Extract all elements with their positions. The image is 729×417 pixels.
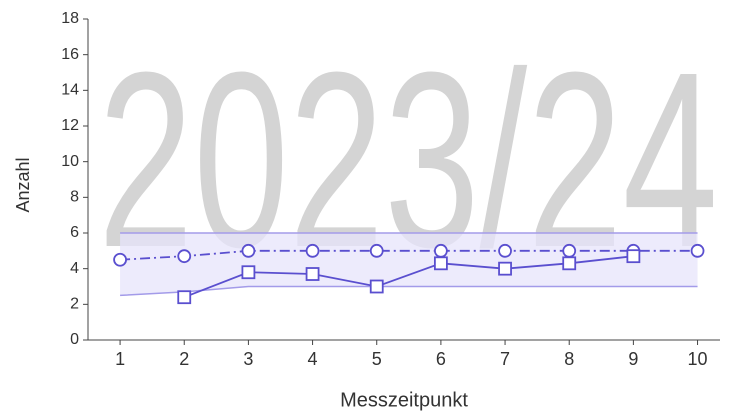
point [498, 261, 512, 276]
x-tick-label: 2 [179, 349, 189, 369]
point [113, 252, 127, 267]
point [369, 243, 384, 258]
x-axis-label: Messzeitpunkt [340, 389, 468, 411]
point [305, 267, 320, 281]
point [562, 256, 577, 271]
x-tick-label: 7 [500, 349, 510, 369]
series-line [183, 255, 634, 299]
point [433, 243, 448, 258]
y-tick-label: 0 [70, 331, 79, 348]
point [241, 243, 256, 258]
y-tick-label: 14 [61, 82, 79, 99]
y-axis-label: Anzahl [13, 157, 33, 212]
point [498, 243, 512, 258]
y-tick-label: 8 [70, 189, 79, 206]
band-edge [120, 285, 698, 297]
point [177, 290, 192, 305]
y-tick-label: 10 [61, 153, 79, 170]
x-tick-label: 9 [628, 349, 638, 369]
x-tick-label: 10 [688, 349, 708, 369]
x-tick-label: 1 [115, 349, 125, 369]
point [177, 249, 192, 264]
band-area [120, 233, 698, 296]
point [626, 249, 641, 264]
y-tick-label: 16 [61, 46, 79, 63]
x-tick-label: 3 [243, 349, 253, 369]
x-tick-label: 5 [372, 349, 382, 369]
y-tick-label: 4 [70, 260, 79, 277]
x-tick-label: 6 [436, 349, 446, 369]
point [562, 243, 577, 258]
y-tick-label: 12 [61, 117, 79, 134]
point [690, 243, 705, 258]
y-tick-label: 6 [70, 224, 79, 241]
point [305, 243, 320, 258]
point [433, 256, 448, 271]
x-tick-label: 8 [564, 349, 574, 369]
y-tick-label: 18 [61, 10, 79, 27]
series-line [120, 249, 698, 261]
point [241, 265, 256, 280]
y-tick-label: 2 [70, 296, 79, 313]
x-tick-label: 4 [308, 349, 318, 369]
point [369, 279, 384, 294]
